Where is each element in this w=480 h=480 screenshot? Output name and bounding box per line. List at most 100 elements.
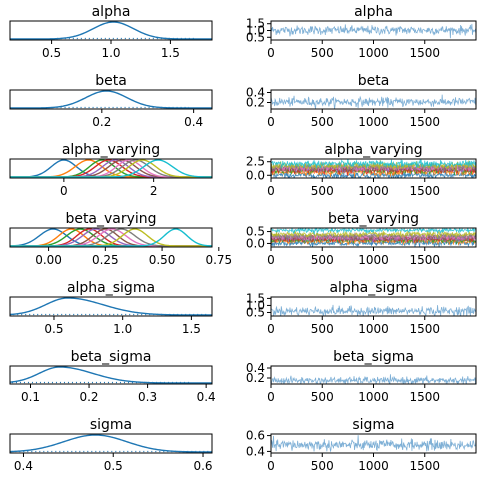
y-tick-label: 0.4	[246, 361, 265, 375]
x-tick-label: 1000	[358, 253, 389, 267]
y-tick-label: 0.4	[246, 444, 265, 458]
x-tick-label: 1.0	[101, 46, 120, 60]
x-tick-label: 0.2	[92, 115, 111, 129]
trace-line	[271, 228, 476, 235]
axes-frame	[9, 296, 213, 317]
x-tick-label: 0.1	[21, 390, 40, 404]
panel-title: alpha_varying	[62, 142, 160, 158]
y-tick-label: 0.5	[246, 305, 265, 319]
x-tick-label: 1500	[409, 390, 440, 404]
x-tick-label: 0.3	[138, 390, 157, 404]
axes-frame	[9, 158, 213, 179]
x-tick-label: 0	[267, 322, 275, 336]
trace-line	[271, 94, 476, 109]
x-tick-label: 1000	[358, 115, 389, 129]
panel-title: alpha_sigma	[67, 280, 155, 296]
panel-title: alpha_varying	[324, 142, 422, 158]
trace-line	[271, 159, 476, 169]
x-tick-label: 0.5	[104, 459, 123, 473]
y-tick-label: 1.5	[246, 17, 265, 31]
plot-area	[271, 435, 476, 453]
y-tick-label: 2.5	[246, 155, 265, 169]
x-tick-label: 500	[311, 253, 334, 267]
x-tick-label: 0.00	[35, 253, 62, 267]
panel-title: alpha	[92, 4, 131, 20]
density-panel-alpha: 0.5 1.0 1.5	[9, 20, 213, 60]
x-tick-label: 0.5	[44, 322, 63, 336]
x-tick-label: 0.25	[92, 253, 119, 267]
axes-frame	[9, 89, 213, 110]
panel-title: beta_sigma	[333, 349, 414, 365]
density-line	[10, 159, 212, 178]
x-tick-label: 0	[267, 184, 275, 198]
x-tick-label: 1.5	[161, 46, 180, 60]
density-panel-sigma: 0.4 0.5 0.6	[9, 433, 213, 473]
density-line	[10, 90, 212, 109]
y-tick-label: 0.5	[246, 30, 265, 44]
trace-panel-alpha_varying: 0.02.5 0 500 1000 1500	[246, 155, 477, 198]
x-tick-label: 0.75	[205, 253, 232, 267]
density-line	[10, 21, 212, 40]
x-tick-label: 0.50	[149, 253, 176, 267]
x-tick-label: 1.0	[113, 322, 132, 336]
density-line	[10, 366, 212, 384]
x-tick-label: 2	[150, 184, 158, 198]
plot-area	[10, 434, 212, 453]
density-panel-beta_sigma: 0.1 0.2 0.3 0.4	[9, 365, 216, 404]
x-tick-label: 500	[311, 115, 334, 129]
x-tick-label: 0.2	[79, 390, 98, 404]
trace-panel-beta_sigma: 0.20.4 0 500 1000 1500	[246, 361, 477, 404]
trace-panel-beta_varying: 0.00.50 500 1000 1500	[246, 225, 477, 267]
plot-area	[271, 23, 476, 39]
density-line	[10, 228, 212, 247]
panel-title: sigma	[90, 417, 132, 433]
y-tick-label: 0.0	[246, 236, 265, 250]
plot-area	[271, 94, 476, 109]
x-tick-label: 0.4	[197, 390, 216, 404]
axes-frame	[9, 227, 213, 248]
plot-area	[10, 90, 212, 109]
x-tick-label: 0	[60, 184, 68, 198]
density-line	[10, 297, 212, 316]
x-tick-label: 1500	[409, 184, 440, 198]
trace-line	[271, 374, 476, 384]
x-tick-label: 1000	[358, 322, 389, 336]
x-tick-label: 0.5	[42, 46, 61, 60]
trace-panel-alpha: 0.51.01.5 0 500 1000 1500	[246, 17, 477, 60]
y-tick-label: 0.2	[246, 371, 265, 385]
panel-title: alpha	[354, 4, 393, 20]
density-panel-beta: 0.2 0.4	[9, 89, 213, 129]
x-tick-label: 500	[311, 390, 334, 404]
x-tick-label: 0.6	[193, 459, 212, 473]
plot-area	[271, 304, 476, 316]
y-tick-label: 1.5	[246, 291, 265, 305]
plot-area	[271, 228, 476, 247]
y-tick-label: 0.0	[246, 168, 265, 182]
x-tick-label: 1500	[409, 115, 440, 129]
density-panel-beta_varying: 0.00 0.25 0.50 0.75	[9, 227, 232, 267]
y-tick-label: 0.4	[246, 86, 265, 100]
panel-title: beta_varying	[328, 211, 419, 227]
trace-panel-sigma: 0.40.6 0 500 1000 1500	[246, 429, 477, 473]
x-tick-label: 1000	[358, 46, 389, 60]
y-tick-label: 1.0	[246, 24, 265, 38]
panel-title: beta_varying	[65, 211, 156, 227]
x-tick-label: 0	[267, 390, 275, 404]
y-tick-label: 1.0	[246, 298, 265, 312]
trace-panel-beta: 0.20.4 0 500 1000 1500	[246, 86, 477, 129]
panel-title: alpha_sigma	[329, 280, 417, 296]
x-tick-label: 500	[311, 184, 334, 198]
trace-line	[271, 23, 476, 39]
x-tick-label: 0	[267, 46, 275, 60]
axes-frame	[9, 365, 213, 385]
plot-area	[10, 21, 212, 40]
plot-area	[10, 159, 212, 178]
trace-line	[271, 232, 476, 244]
x-tick-label: 500	[311, 459, 334, 473]
axes-frame	[270, 296, 477, 317]
panel-title: sigma	[352, 417, 394, 433]
y-tick-label: 0.2	[246, 96, 265, 110]
plot-area	[271, 374, 476, 384]
x-tick-label: 1.5	[182, 322, 201, 336]
